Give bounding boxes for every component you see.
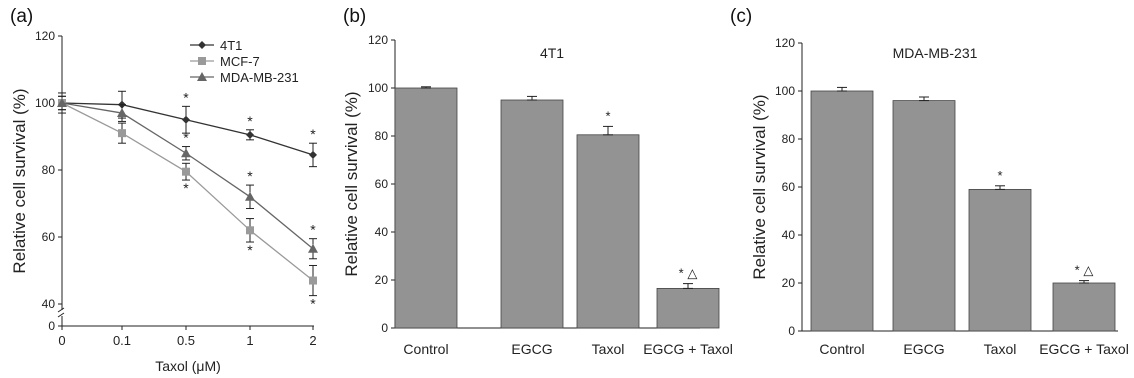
bar-taxol (968, 188, 1032, 332)
panel-c-y-tick-label: 100 (775, 84, 795, 98)
legend-marker-mcf-7 (198, 57, 206, 65)
panel-a-x-tick-label: 1 (246, 333, 253, 348)
bar-control (394, 87, 458, 329)
panel-a-x-tick-label: 2 (309, 333, 316, 348)
panel-b-y-tick-label: 20 (375, 273, 389, 287)
panel-b-category-label: EGCG (511, 341, 552, 357)
panel-c-category-label: EGCG + Taxol (1039, 341, 1129, 357)
significance-marker: * (183, 130, 189, 146)
panel-a-x-tick-label: 0.5 (177, 333, 195, 348)
panel-a-y-tick-label: 40 (42, 297, 56, 311)
panel-a-y-tick-label: 0 (48, 319, 55, 333)
significance-marker: * △ (1075, 263, 1094, 278)
significance-marker: * (605, 108, 610, 123)
panel-b-y-tick-label: 120 (368, 33, 388, 47)
panel-a-y-tick-label: 100 (35, 96, 55, 110)
panel-a-y-tick-label: 80 (42, 163, 56, 177)
data-point-mda-mb-231 (57, 98, 67, 107)
legend-marker-4t1 (198, 41, 206, 49)
data-point-mda-mb-231 (245, 191, 255, 201)
data-point-mcf-7 (118, 129, 126, 138)
panel-b-title: 4T1 (540, 45, 564, 61)
panel-c-y-tick-label: 60 (782, 180, 796, 194)
significance-marker: * (310, 126, 316, 142)
panel-a-axis-break-1 (57, 307, 65, 313)
data-point-mda-mb-231 (117, 108, 127, 118)
data-point-4t1 (182, 115, 190, 124)
bar-egcg-plus-taxol (656, 287, 720, 329)
series-line-mda-mb-231 (61, 102, 314, 250)
panel-c-y-tick-label: 40 (782, 228, 796, 242)
significance-marker: * (310, 222, 316, 238)
panel-label-c: (c) (730, 6, 753, 27)
panel-label-b: (b) (343, 6, 367, 27)
panel-a-axis-break-2 (57, 312, 65, 318)
panel-a-y-tick-label: 120 (35, 29, 55, 43)
data-point-mcf-7 (246, 226, 254, 235)
panel-c-y-tick-label: 20 (782, 276, 796, 290)
data-point-mcf-7 (309, 276, 317, 285)
panel-b-y-tick-label: 80 (375, 129, 389, 143)
panel-b-category-label: Control (403, 341, 448, 357)
legend-label-mda-mb-231: MDA-MB-231 (220, 70, 299, 85)
panel-c-category-label: EGCG (903, 341, 944, 357)
data-point-mda-mb-231 (181, 148, 191, 158)
significance-marker: * (183, 89, 189, 105)
panel-b-y-tick-label: 100 (368, 81, 388, 95)
data-point-mda-mb-231 (308, 243, 318, 253)
panel-a-x-tick-label: 0 (58, 333, 65, 348)
panel-c-y-tick-label: 120 (775, 36, 795, 50)
legend-marker-mda-mb-231 (197, 72, 207, 81)
bar-taxol (576, 134, 640, 329)
significance-marker: * (247, 242, 253, 258)
panel-b-y-axis-title: Relative cell survival (%) (342, 91, 361, 276)
panel-b-category-label: Taxol (592, 341, 625, 357)
bar-control (810, 90, 874, 332)
data-point-4t1 (309, 150, 317, 159)
bar-egcg (892, 100, 956, 332)
bar-egcg (500, 99, 564, 329)
panel-a-x-tick-label: 0.1 (113, 333, 131, 348)
panel-c-y-tick-label: 0 (788, 324, 795, 338)
data-point-4t1 (246, 130, 254, 139)
legend-label-4t1: 4T1 (220, 38, 242, 53)
panel-b-y-tick-label: 60 (375, 177, 389, 191)
panel-a-y-tick-label: 60 (42, 230, 56, 244)
panel-c-y-tick-label: 80 (782, 132, 796, 146)
panel-c-title: MDA-MB-231 (893, 45, 978, 61)
panel-b-y-tick-label: 0 (381, 321, 388, 335)
panel-b-category-label: EGCG + Taxol (643, 341, 733, 357)
panel-c-y-axis-title: Relative cell survival (%) (750, 94, 769, 279)
significance-marker: * (247, 113, 253, 129)
significance-marker: * (183, 180, 189, 196)
panel-a-y-axis-title: Relative cell survival (%) (10, 88, 29, 273)
significance-marker: * (997, 168, 1002, 183)
bar-egcg-plus-taxol (1052, 282, 1116, 332)
panel-b-y-tick-label: 40 (375, 225, 389, 239)
legend-label-mcf-7: MCF-7 (220, 54, 260, 69)
data-point-mcf-7 (182, 167, 190, 176)
panel-a-x-axis-title: Taxol (μM) (155, 358, 221, 374)
significance-marker: * (310, 296, 316, 312)
panel-label-a: (a) (10, 6, 34, 27)
panel-c-category-label: Control (819, 341, 864, 357)
significance-marker: * △ (679, 266, 698, 281)
significance-marker: * (247, 168, 253, 184)
panel-c-category-label: Taxol (984, 341, 1017, 357)
